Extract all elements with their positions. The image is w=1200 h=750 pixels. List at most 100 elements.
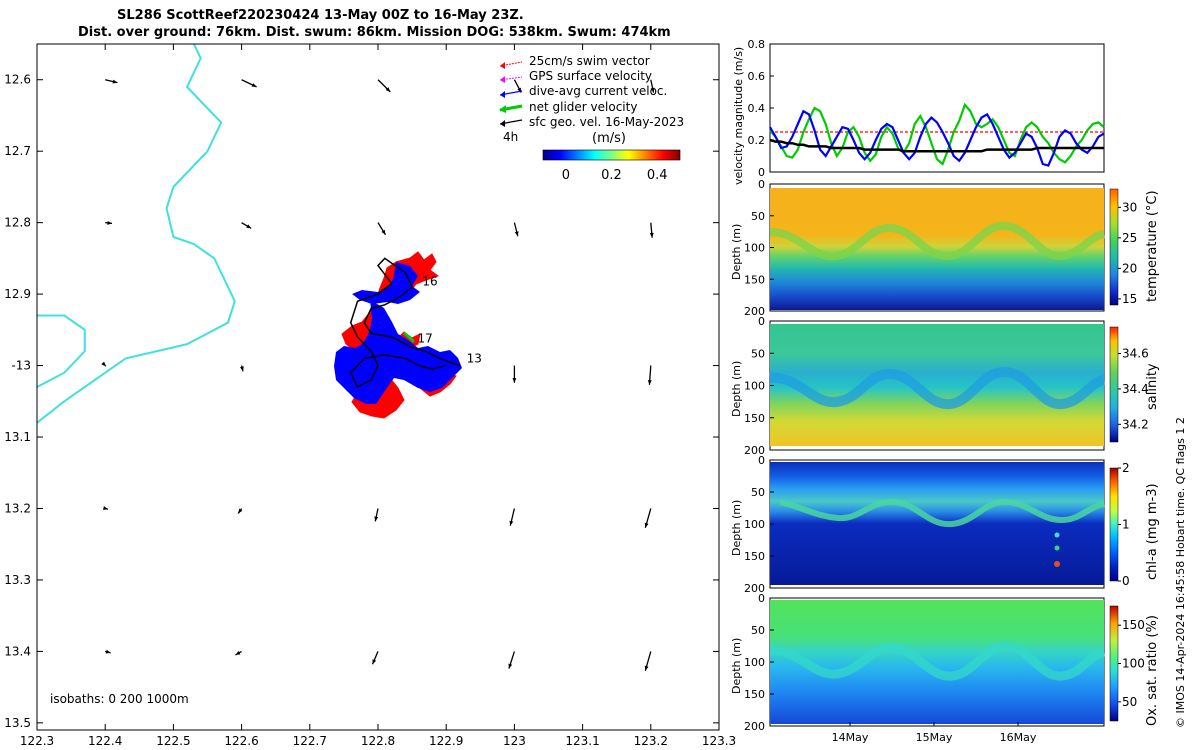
depth-tick-label: 100 (744, 656, 765, 669)
velocity-series (769, 102, 1105, 167)
surface-current-arrow (508, 651, 516, 669)
salinity-colorbar-label: salinity (1145, 363, 1160, 410)
surface-current-arrow (649, 222, 654, 238)
map-legend: 25cm/s swim vector GPS surface velocity … (499, 54, 684, 183)
surface-current-arrow (509, 508, 516, 526)
map-y-tick-label: 12.7 (4, 144, 31, 158)
colorbar-tick-label: 30 (1122, 200, 1137, 214)
map-y-tick-label: 13.2 (4, 501, 31, 515)
surface-current-arrow (101, 361, 107, 367)
map-colorbar-tick-label: 0.2 (601, 168, 622, 183)
salinity-section-field (770, 324, 1104, 446)
oxygen-colorbar (1109, 605, 1119, 722)
map-x-tick-label: 122.8 (361, 734, 395, 748)
colorbar-tick-label: 50 (1122, 695, 1137, 709)
map-x-tick-label: 123 (503, 734, 526, 748)
legend-dive-avg: dive-avg current veloc. (529, 84, 667, 98)
depth-tick-label: 150 (744, 273, 765, 286)
temperature-colorbar-label: temperature (°C) (1145, 190, 1160, 302)
arrow-head (374, 516, 379, 522)
surface-current-arrows (101, 79, 655, 671)
arrow-head (644, 522, 649, 528)
chlorophyll-colorbar (1109, 467, 1119, 582)
chlorophyll-ticks: 0 50 100 150 200 0 1 2 (744, 454, 1130, 595)
depth-tick-label: 200 (744, 305, 765, 318)
arrow-head (102, 506, 108, 510)
imos-footer: © IMOS 14-Apr-2024 16:45:58 Hobart time.… (1174, 417, 1187, 728)
surface-current-arrow (241, 222, 252, 229)
velocity-panel: 0 0.2 0.4 0.6 0.8 velocity magnitude (m/s) (732, 38, 1105, 185)
legend-time-label: 4h (503, 130, 518, 144)
date-tick-label: 15May (916, 731, 953, 744)
depth-tick-label: 200 (744, 582, 765, 595)
temperature-panel: temperature (°C) Depth (m) 0 50 100 150 200 1… (730, 178, 1160, 318)
oxygen-colorbar-label: Ox. sat. ratio (%) (1145, 615, 1160, 726)
map-colorbar-ticks: 0 0.2 0.4 (562, 168, 668, 183)
surface-current-arrow (647, 365, 652, 385)
surface-current-arrow (105, 79, 118, 84)
velocity-series-line (769, 138, 1104, 153)
depth-tick-label: 100 (744, 380, 765, 393)
temperature-ticks: 0 50 100 150 200 15 20 25 30 (744, 178, 1137, 318)
velocity-tick-label: 0 (758, 166, 765, 179)
map-x-tick-label: 122.7 (293, 734, 327, 748)
velocity-series-line (769, 102, 1105, 166)
arrow-head (512, 378, 517, 383)
surface-current-arrow (512, 365, 517, 383)
map-colorbar-tick-label: 0 (562, 168, 570, 183)
legend-swim-vector: 25cm/s swim vector (529, 54, 650, 68)
map-x-tick-label: 123.3 (702, 734, 736, 748)
oxygen-oxycline (769, 641, 1106, 681)
oxygen-ylabel: Depth (m) (730, 638, 743, 694)
colorbar-tick-label: 25 (1122, 231, 1137, 245)
arrow-head (105, 649, 111, 654)
surface-current-arrow (102, 506, 109, 510)
surface-current-arrow (377, 79, 391, 93)
colorbar-tick-label: 0 (1122, 574, 1130, 588)
date-tick-label: 16May (1000, 731, 1037, 744)
arrow-head (235, 650, 241, 655)
map-x-tick-label: 122.4 (88, 734, 122, 748)
arrow-head (508, 663, 513, 669)
glider-track-line (349, 257, 461, 389)
temperature-thermocline (769, 222, 1106, 261)
arrow-head (372, 659, 377, 665)
arrow-head (251, 83, 257, 87)
chlorophyll-panel: chl-a (mg m-3) Depth (m) 0 50 100 150 200 0 1 2 (730, 454, 1160, 595)
map-x-tick-label: 122.6 (224, 734, 258, 748)
map-y-tick-label: 13.3 (4, 573, 31, 587)
map-y-tick-label: 12.9 (4, 287, 31, 301)
oxygen-section-field (770, 600, 1104, 724)
depth-tick-label: 0 (758, 592, 765, 605)
map-x-tick-label: 123.2 (634, 734, 668, 748)
map-y-tick-label: 12.8 (4, 216, 31, 230)
map-y-tick-label: 13.1 (4, 430, 31, 444)
map-x-ticks: 122.3 122.4 122.5 122.6 122.7 122.8 122.9 123 12… (20, 44, 736, 748)
depth-tick-label: 200 (744, 720, 765, 733)
depth-tick-label: 100 (744, 242, 765, 255)
depth-tick-label: 150 (744, 688, 765, 701)
arrow-head (246, 224, 252, 229)
colorbar-tick-label: 34.6 (1122, 347, 1149, 361)
salinity-panel: salinity Depth (m) 0 50 100 150 200 34.2 34.4 3… (730, 315, 1160, 457)
salinity-ticks: 0 50 100 150 200 34.2 34.4 34.6 (744, 315, 1149, 457)
colorbar-tick-label: 15 (1122, 292, 1137, 306)
map-x-tick-label: 122.3 (20, 734, 54, 748)
arrow-head (385, 87, 391, 92)
map-colorbar-title: (m/s) (592, 131, 626, 146)
oxygen-ticks: 0 50 100 150 200 50 100 150 (744, 592, 1145, 733)
day-label: 16 (422, 275, 437, 289)
surface-current-arrow (105, 220, 113, 225)
depth-tick-label: 0 (758, 454, 765, 467)
surface-current-arrow (513, 222, 519, 237)
day-labels: 16 17 13 (418, 275, 482, 366)
net-glider-velocity-mark (403, 331, 416, 344)
legend-gps-arrowhead-icon (500, 76, 505, 83)
surface-current-arrow (235, 650, 242, 656)
arrow-head (240, 366, 244, 372)
legend-gps-surface: GPS surface velocity (529, 69, 652, 83)
map-y-ticks: 12.6 12.7 12.8 12.9 -13 13.1 13.2 13.3 13.4 13.5 (4, 73, 719, 730)
velocity-tick-label: 0.4 (748, 102, 766, 115)
depth-tick-label: 200 (744, 444, 765, 457)
arrow-head (649, 232, 654, 238)
